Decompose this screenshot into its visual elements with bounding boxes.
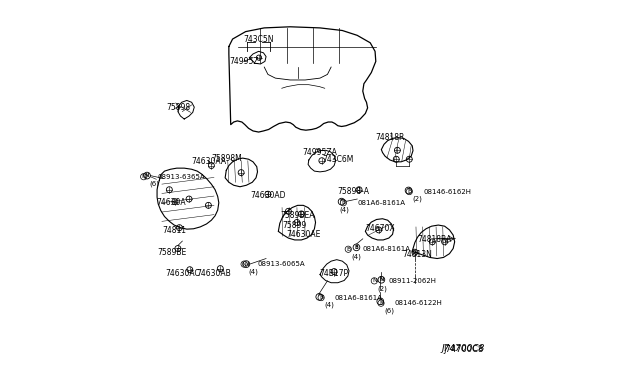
Text: 74811: 74811 <box>162 226 186 235</box>
Text: N: N <box>244 262 248 267</box>
Text: 74818RA: 74818RA <box>417 235 452 244</box>
Text: 75898M: 75898M <box>211 154 242 163</box>
Text: (6): (6) <box>384 307 394 314</box>
Text: J74700C8: J74700C8 <box>443 345 483 354</box>
Text: B: B <box>406 188 410 193</box>
Text: B: B <box>407 189 412 194</box>
Text: 081A6-8161A: 081A6-8161A <box>362 246 410 252</box>
Text: 081A6-8161A: 081A6-8161A <box>357 200 405 206</box>
Text: (4): (4) <box>324 302 334 308</box>
Text: 74818R: 74818R <box>375 133 404 142</box>
Text: (2): (2) <box>413 196 422 202</box>
Text: 75899: 75899 <box>282 221 306 230</box>
Text: N: N <box>380 277 383 282</box>
Text: 74630A: 74630A <box>156 198 186 207</box>
Text: 74B17P: 74B17P <box>319 269 349 278</box>
Text: (4): (4) <box>249 268 259 275</box>
Text: B: B <box>340 199 344 204</box>
Text: N: N <box>145 173 149 178</box>
Text: B: B <box>341 200 346 205</box>
Text: 7589BE: 7589BE <box>157 248 187 257</box>
Text: N: N <box>141 174 146 179</box>
Text: 08913-6065A: 08913-6065A <box>258 261 305 267</box>
Text: 74995ZA: 74995ZA <box>303 148 337 157</box>
Text: 74630AC: 74630AC <box>165 269 200 278</box>
Text: 74630AE: 74630AE <box>286 230 321 239</box>
Text: (4): (4) <box>351 253 362 260</box>
Text: 74670X: 74670X <box>365 224 395 233</box>
Text: 74630AB: 74630AB <box>196 269 231 278</box>
Text: B: B <box>317 294 321 299</box>
Text: B: B <box>355 245 358 250</box>
Text: 75898: 75898 <box>166 103 190 112</box>
Text: (4): (4) <box>339 207 349 214</box>
Text: 74630AD: 74630AD <box>250 191 285 200</box>
Text: 743C6M: 743C6M <box>322 155 353 164</box>
Text: 74995Z: 74995Z <box>229 57 259 66</box>
Text: 74813N: 74813N <box>403 250 433 259</box>
Text: 08146-6122H: 08146-6122H <box>395 300 443 306</box>
Text: 08146-6162H: 08146-6162H <box>423 189 471 195</box>
Text: 7589BEA: 7589BEA <box>280 211 315 220</box>
Text: B: B <box>378 299 382 304</box>
Text: B: B <box>379 301 383 306</box>
Text: N: N <box>372 278 377 283</box>
Text: 08913-6365A: 08913-6365A <box>157 174 205 180</box>
Text: B: B <box>346 247 350 252</box>
Text: 081A6-8161A: 081A6-8161A <box>335 295 383 301</box>
Text: 74630AA: 74630AA <box>191 157 226 166</box>
Text: J74700C8: J74700C8 <box>442 344 485 353</box>
Text: B: B <box>319 295 323 300</box>
Text: N: N <box>242 262 246 267</box>
Text: (2): (2) <box>378 285 387 292</box>
Text: 75898-A: 75898-A <box>337 187 369 196</box>
Text: 743C5N: 743C5N <box>243 35 274 44</box>
Text: 08911-2062H: 08911-2062H <box>388 278 436 284</box>
Text: (6): (6) <box>150 181 159 187</box>
